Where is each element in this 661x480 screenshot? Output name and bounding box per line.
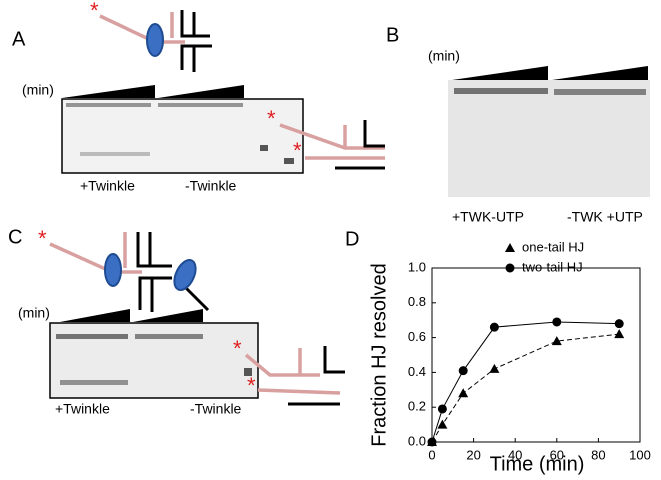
strand <box>49 232 142 274</box>
x-tick-label: 80 <box>591 447 605 462</box>
panel-c: C * (min) * * +Twinkle -Twinkle <box>8 226 345 417</box>
asterisk: * <box>233 336 242 361</box>
lane-label: -TWK +UTP <box>567 209 643 225</box>
band <box>454 88 548 94</box>
x-axis-label: Time (min) <box>490 453 585 475</box>
panel-b: B (min) +TWK-UTP -TWK +UTP <box>386 24 650 225</box>
gel <box>448 80 650 197</box>
gel <box>61 98 304 174</box>
legend-marker <box>505 243 515 252</box>
asterisk: * <box>293 138 302 163</box>
strand <box>257 388 341 395</box>
band <box>158 103 243 107</box>
panel-a: A * (min) * * +Twinkle -Twinkle <box>12 0 385 194</box>
lane-label: +Twinkle <box>55 401 110 417</box>
y-axis-label: Fraction HJ resolved <box>368 263 390 446</box>
wedge <box>158 85 244 98</box>
plot-frame <box>431 267 641 443</box>
band <box>135 334 203 339</box>
lane-label: -Twinkle <box>185 178 237 194</box>
protein <box>104 253 122 287</box>
panel-label: A <box>12 28 26 50</box>
band <box>244 368 252 376</box>
series-line <box>431 333 620 443</box>
strand <box>279 123 385 150</box>
y-tick-label: 0.6 <box>408 329 426 344</box>
band <box>260 145 268 151</box>
wedge <box>452 66 548 80</box>
lane-label: -Twinkle <box>190 401 242 417</box>
strand <box>323 346 345 374</box>
y-tick-label: 0.2 <box>408 399 426 414</box>
asterisk: * <box>90 0 99 23</box>
y-tick-label: 0.0 <box>408 433 426 448</box>
wedge <box>60 309 130 322</box>
protein <box>146 23 164 57</box>
junction <box>180 10 212 72</box>
legend-label: two-tail HJ <box>522 259 583 274</box>
data-point <box>551 336 562 346</box>
band <box>80 152 150 156</box>
protein <box>173 259 197 291</box>
legend-label: one-tail HJ <box>522 239 584 254</box>
x-tick-label: 20 <box>466 447 480 462</box>
time-label: (min) <box>18 305 50 321</box>
band <box>66 103 151 107</box>
y-tick-label: 1.0 <box>408 259 426 274</box>
wedge <box>133 309 203 322</box>
band <box>56 334 128 339</box>
strand <box>363 120 385 148</box>
data-point <box>489 322 499 332</box>
x-tick-label: 0 <box>428 447 435 462</box>
asterisk: * <box>247 373 256 398</box>
asterisk: * <box>267 106 276 131</box>
legend-marker <box>505 263 515 273</box>
lane-label: +Twinkle <box>80 178 135 194</box>
panel-d: D Time (min) Fraction HJ resolved 0 20 40 6… <box>345 228 651 475</box>
data-point <box>552 317 562 327</box>
data-point <box>489 363 500 373</box>
x-tick-label: 100 <box>629 447 651 462</box>
data-point <box>614 329 625 339</box>
panel-label: B <box>386 24 399 46</box>
wedge <box>552 66 648 80</box>
data-point <box>427 437 437 447</box>
panel-label: C <box>8 226 22 248</box>
y-tick-label: 0.4 <box>408 364 426 379</box>
time-label: (min) <box>22 82 54 98</box>
strand <box>244 348 320 377</box>
wedge <box>62 85 155 98</box>
band <box>554 89 646 95</box>
data-point <box>437 404 447 414</box>
band <box>60 380 128 385</box>
lane-label: +TWK-UTP <box>452 209 524 225</box>
band <box>284 158 294 164</box>
junction <box>136 232 210 312</box>
data-point <box>458 366 468 376</box>
x-tick-label: 40 <box>508 447 522 462</box>
panel-label: D <box>345 228 359 250</box>
y-tick-label: 0.8 <box>408 294 426 309</box>
data-point <box>614 319 624 329</box>
series-line <box>431 321 620 443</box>
x-tick-label: 60 <box>550 447 564 462</box>
asterisk: * <box>38 226 47 251</box>
data-point <box>437 419 448 429</box>
data-point <box>458 388 469 398</box>
time-label: (min) <box>428 48 460 64</box>
